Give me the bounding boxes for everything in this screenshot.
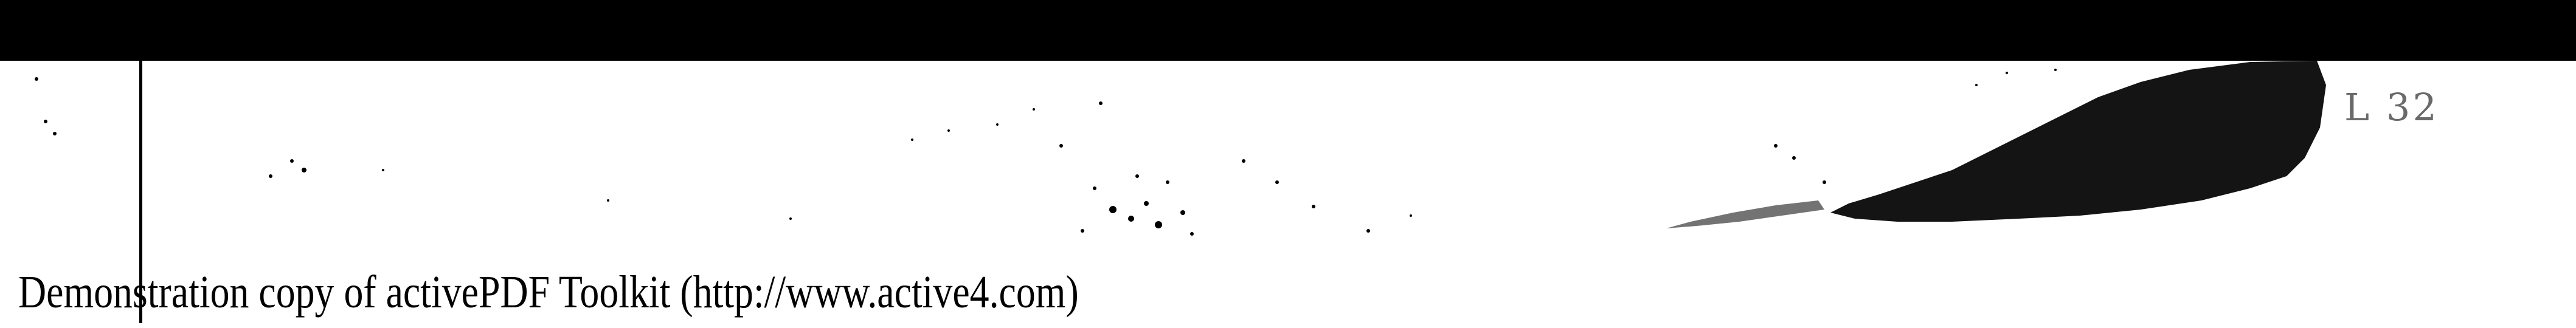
page-number: L 32 [2344,85,2439,129]
demo-watermark-text: Demonstration copy of activePDF Toolkit … [18,267,1079,318]
margin-rule-line [139,61,142,323]
scan-top-border [0,0,2576,61]
